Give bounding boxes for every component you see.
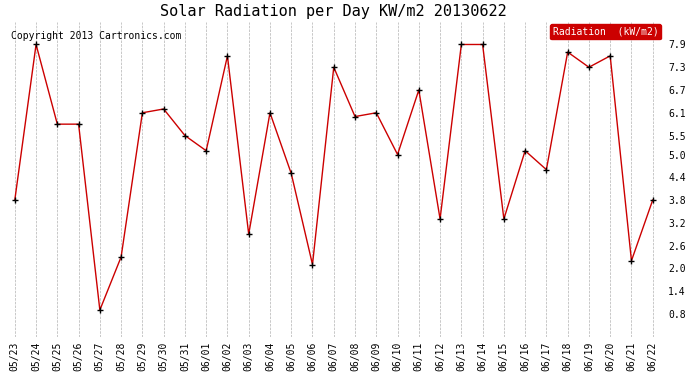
- Text: Copyright 2013 Cartronics.com: Copyright 2013 Cartronics.com: [11, 31, 181, 41]
- Title: Solar Radiation per Day KW/m2 20130622: Solar Radiation per Day KW/m2 20130622: [160, 4, 507, 19]
- Legend: Radiation  (kW/m2): Radiation (kW/m2): [550, 24, 662, 39]
